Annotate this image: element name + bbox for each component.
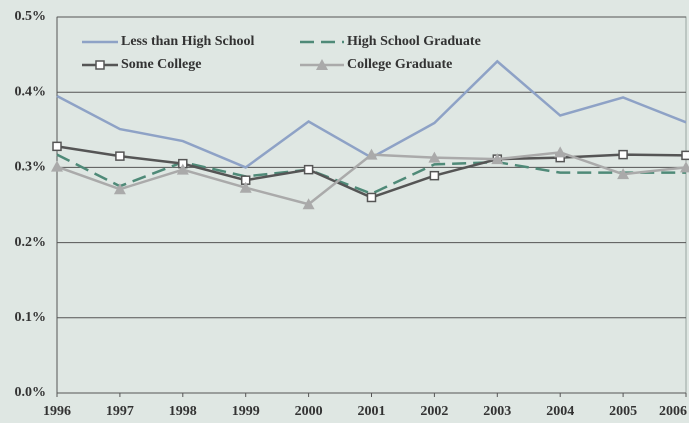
x-tick-label: 2004 bbox=[546, 404, 574, 419]
series-line bbox=[56, 153, 686, 196]
legend-marker bbox=[316, 59, 328, 70]
data-point bbox=[428, 151, 441, 163]
legend-label: Less than High School bbox=[121, 34, 255, 49]
data-point bbox=[176, 163, 189, 175]
data-point bbox=[680, 161, 689, 173]
legend-marker bbox=[95, 60, 105, 70]
data-point bbox=[365, 148, 378, 160]
data-point bbox=[113, 183, 126, 195]
data-point bbox=[115, 151, 125, 161]
y-tick-label: 0.3% bbox=[15, 160, 47, 175]
data-point bbox=[366, 192, 377, 203]
data-point bbox=[302, 198, 315, 210]
legend-label: College Graduate bbox=[347, 57, 452, 72]
y-tick-label: 0.4% bbox=[15, 84, 47, 99]
y-tick-label: 0.1% bbox=[15, 310, 47, 325]
data-point bbox=[554, 146, 567, 158]
data-point bbox=[239, 181, 252, 193]
legend-label: Some College bbox=[121, 57, 201, 72]
x-tick-label: 1998 bbox=[169, 404, 197, 419]
x-tick-label: 2005 bbox=[609, 404, 637, 419]
plot-area bbox=[56, 16, 687, 394]
data-point bbox=[491, 153, 504, 165]
x-tick-label: 2001 bbox=[358, 404, 386, 419]
x-tick-label: 2006 bbox=[659, 404, 687, 419]
data-point bbox=[303, 164, 314, 175]
x-tick-label: 1997 bbox=[106, 404, 134, 419]
x-tick-label: 2002 bbox=[420, 404, 448, 419]
y-tick-label: 0.2% bbox=[15, 235, 47, 250]
x-tick-label: 2000 bbox=[295, 404, 323, 419]
data-point bbox=[52, 141, 62, 152]
data-point bbox=[617, 168, 630, 180]
x-tick-label: 1999 bbox=[232, 404, 260, 419]
y-tick-label: 0.5% bbox=[15, 9, 47, 24]
y-tick-label: 0.0% bbox=[15, 385, 47, 400]
legend-label: High School Graduate bbox=[347, 34, 481, 49]
data-point bbox=[429, 170, 440, 181]
x-tick-label: 1996 bbox=[43, 404, 71, 419]
x-tick-label: 2003 bbox=[483, 404, 511, 419]
data-point bbox=[681, 150, 689, 161]
data-point bbox=[618, 149, 628, 160]
data-point bbox=[51, 160, 63, 172]
